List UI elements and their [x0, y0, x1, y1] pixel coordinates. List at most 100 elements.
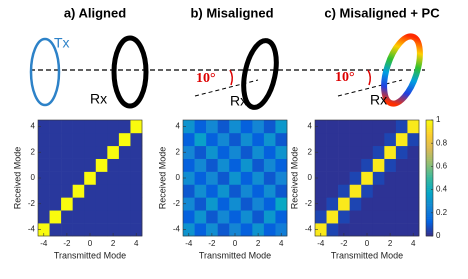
heat-cell — [395, 145, 408, 159]
colorbar-step — [426, 147, 433, 150]
heat-cell — [240, 158, 253, 172]
heat-cell — [326, 210, 339, 224]
x-tick-label: 0 — [233, 239, 238, 248]
heat-cell — [338, 210, 350, 224]
heat-cell — [349, 158, 362, 172]
heat-cell — [372, 120, 385, 134]
heat-cell — [130, 132, 143, 147]
heat-cell — [384, 184, 397, 198]
heat-cell — [61, 197, 73, 211]
colorbar-step — [426, 141, 433, 144]
colorbar-step — [426, 176, 433, 179]
heat-cell — [107, 184, 120, 198]
heat-cell — [372, 197, 385, 211]
heat-cell — [229, 145, 242, 159]
heat-cell — [95, 145, 108, 159]
colorbar-step — [426, 214, 433, 217]
heat-cell — [38, 210, 50, 224]
y-tick-label: -4 — [305, 225, 313, 234]
heat-cell — [118, 197, 131, 211]
colorbar-step — [426, 207, 433, 210]
heat-cell — [217, 145, 230, 159]
heat-cell — [107, 132, 120, 147]
heat-cell — [229, 210, 242, 224]
heat-cell — [349, 120, 362, 134]
y-tick-label: -4 — [28, 225, 36, 234]
heat-cell — [107, 120, 120, 134]
heat-cell — [361, 210, 374, 224]
x-tick-label: 2 — [256, 239, 261, 248]
heat-cell — [107, 210, 120, 224]
heat-cell — [206, 145, 218, 159]
heat-cell — [349, 184, 362, 198]
x-tick-label: -4 — [40, 239, 48, 248]
heat-cell — [395, 184, 408, 198]
heat-cell — [183, 171, 195, 185]
heat-cell — [217, 120, 230, 134]
colorbar-step — [426, 150, 433, 154]
heat-cell — [263, 210, 276, 224]
heat-cell — [130, 223, 143, 237]
colorbar-step — [426, 120, 433, 123]
angle-arc — [229, 69, 234, 86]
colorbar-step — [426, 193, 433, 196]
colorbar-tick-label: 0.6 — [436, 162, 448, 171]
heat-cell — [275, 171, 288, 185]
x-tick-label: -4 — [185, 239, 193, 248]
heat-cell — [38, 145, 50, 159]
heat-cell — [61, 145, 73, 159]
colorbar-step — [426, 127, 433, 130]
heat-cell — [95, 210, 108, 224]
heat-cell — [315, 197, 327, 211]
y-tick-label: 4 — [308, 122, 313, 131]
heat-cell — [95, 184, 108, 198]
heat-cell — [84, 120, 97, 134]
heat-cell — [275, 158, 288, 172]
tx-coil — [29, 37, 61, 107]
heat-cell — [194, 171, 207, 185]
heat-cell — [49, 132, 62, 147]
heat-cell — [229, 158, 242, 172]
heat-cell — [95, 120, 108, 134]
heat-cell — [384, 120, 397, 134]
heat-cell — [275, 184, 288, 198]
tx-label: Tx — [54, 35, 70, 51]
heat-cell — [61, 158, 73, 172]
colorbar-step — [426, 234, 433, 237]
colorbar-tick-label: 0.4 — [436, 185, 448, 194]
heat-cell — [38, 120, 50, 134]
heat-cell — [61, 184, 73, 198]
heat-cell — [361, 223, 374, 237]
x-tick-label: 4 — [134, 239, 139, 248]
x-tick-label: 2 — [388, 239, 393, 248]
heat-cell — [395, 132, 408, 147]
colorbar-step — [426, 154, 433, 158]
x-tick-label: 4 — [279, 239, 284, 248]
colorbar-step — [426, 222, 433, 225]
colorbar-tick-label: 0.8 — [436, 138, 448, 147]
heat-cell — [84, 197, 97, 211]
colorbar-step — [426, 228, 433, 231]
colorbar-step — [426, 220, 433, 223]
heat-cell — [229, 120, 242, 134]
rx-coil-pc — [381, 33, 423, 107]
y-tick-label: 2 — [31, 147, 36, 156]
heat-cell — [338, 158, 350, 172]
heat-cell — [118, 171, 131, 185]
heat-cell — [372, 171, 385, 185]
heat-cell — [95, 197, 108, 211]
colorbar-step — [426, 197, 433, 200]
heat-cell — [183, 145, 195, 159]
colorbar-step — [426, 168, 433, 171]
heat-cell — [372, 184, 385, 198]
heat-cell — [395, 210, 408, 224]
heat-cell — [206, 210, 218, 224]
heat-cell — [107, 145, 120, 159]
heat-cell — [49, 184, 62, 198]
heat-cell — [72, 184, 85, 198]
heat-cell — [183, 132, 195, 147]
panel-title: c) Misaligned + PC — [324, 5, 440, 20]
heat-cell — [326, 197, 339, 211]
colorbar-step — [426, 201, 433, 204]
heat-cell — [315, 120, 327, 134]
